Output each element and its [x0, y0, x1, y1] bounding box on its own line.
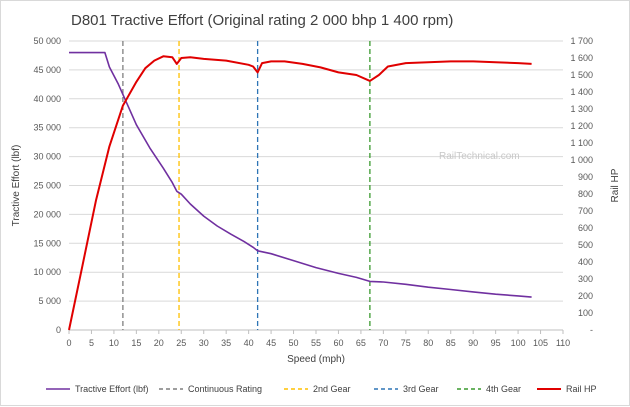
axes: 0 5 10 15 20 25 30 35 40 45 50 55 60 65 70 75 80 85 90 95 10…	[33, 36, 593, 348]
x-tick-label: 10	[109, 338, 119, 348]
x-tick-label: 0	[66, 338, 71, 348]
x-tick-label: 30	[199, 338, 209, 348]
y-right-tick-label: 500	[578, 240, 593, 250]
x-tick-label: 70	[378, 338, 388, 348]
series-tractive-effort-lbf-line	[69, 51, 532, 298]
x-tick-label: 50	[289, 338, 299, 348]
x-tick-label: 90	[468, 338, 478, 348]
x-axis-title: Speed (mph)	[287, 354, 345, 365]
legend-label: 4th Gear	[486, 384, 521, 394]
y-left-tick-label: 25 000	[33, 181, 61, 191]
y-left-tick-label: 10 000	[33, 267, 61, 277]
y-left-tick-label: 45 000	[33, 65, 61, 75]
x-tick-label: 100	[511, 338, 526, 348]
x-tick-label: 20	[154, 338, 164, 348]
y-left-tick-label: 35 000	[33, 123, 61, 133]
x-tick-label: 105	[533, 338, 548, 348]
y-left-tick-label: 40 000	[33, 94, 61, 104]
x-tick-label: 85	[446, 338, 456, 348]
y-right-tick-label: 900	[578, 172, 593, 182]
x-tick-label: 95	[491, 338, 501, 348]
x-tick-label: 65	[356, 338, 366, 348]
x-tick-label: 80	[423, 338, 433, 348]
y-right-tick-label: 1 300	[570, 104, 593, 114]
y-right-tick-label: -	[590, 325, 593, 335]
chart-title: D801 Tractive Effort (Original rating 2 …	[71, 12, 453, 29]
x-tick-label: 5	[89, 338, 94, 348]
series-rail-hp-line	[68, 55, 532, 331]
y-left-tick-label: 20 000	[33, 209, 61, 219]
legend-label: Continuous Rating	[188, 384, 262, 394]
watermark-text: RailTechnical.com	[439, 151, 520, 162]
legend: Tractive Effort (lbf) Continuous Rating 2n…	[46, 384, 597, 394]
y-right-tick-label: 1 600	[570, 53, 593, 63]
y-axis-right-title: Rail HP	[610, 168, 621, 202]
gridlines	[69, 40, 563, 331]
y-right-tick-label: 100	[578, 308, 593, 318]
y-right-tick-label: 800	[578, 189, 593, 199]
y-right-tick-label: 1 100	[570, 138, 593, 148]
legend-label: Tractive Effort (lbf)	[75, 384, 149, 394]
y-right-tick-label: 1 700	[570, 36, 593, 46]
y-right-tick-label: 1 400	[570, 87, 593, 97]
y-left-tick-label: 30 000	[33, 152, 61, 162]
y-right-tick-label: 300	[578, 274, 593, 284]
x-tick-label: 40	[244, 338, 254, 348]
y-right-tick-label: 200	[578, 291, 593, 301]
legend-label: 3rd Gear	[403, 384, 439, 394]
y-right-tick-label: 1 500	[570, 70, 593, 80]
x-tick-label: 15	[131, 338, 141, 348]
x-tick-label: 55	[311, 338, 321, 348]
x-tick-label: 110	[556, 338, 570, 348]
series-lines	[68, 41, 532, 331]
y-left-tick-label: 5 000	[38, 296, 61, 306]
y-left-tick-label: 15 000	[33, 238, 61, 248]
x-tick-label: 25	[176, 338, 186, 348]
y-axis-left-title: Tractive Effort (lbf)	[11, 145, 22, 227]
y-right-tick-label: 700	[578, 206, 593, 216]
legend-label: Rail HP	[566, 384, 597, 394]
y-right-tick-label: 400	[578, 257, 593, 267]
x-tick-label: 60	[333, 338, 343, 348]
legend-label: 2nd Gear	[313, 384, 351, 394]
y-right-tick-label: 600	[578, 223, 593, 233]
x-tick-label: 35	[221, 338, 231, 348]
y-left-tick-label: 0	[56, 325, 61, 335]
y-left-tick-label: 50 000	[33, 36, 61, 46]
x-tick-label: 75	[401, 338, 411, 348]
x-tick-label: 45	[266, 338, 276, 348]
y-right-tick-label: 1 000	[570, 155, 593, 165]
y-right-tick-label: 1 200	[570, 121, 593, 131]
